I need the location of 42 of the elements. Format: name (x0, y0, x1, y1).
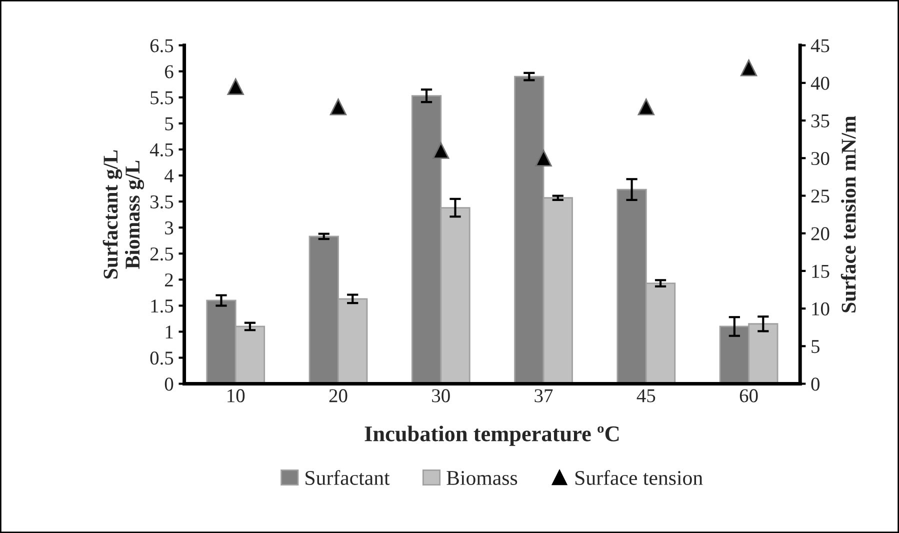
point (740, 60, 758, 76)
y-tick-label: 0.5 (150, 352, 174, 365)
y-tick-label: 6 (164, 65, 174, 78)
x-tick-label: 60 (740, 389, 758, 402)
y-axis-title: Surfactant g/L Biomass g/L (102, 150, 144, 279)
legend-label: Surfactant (306, 470, 390, 485)
x-tick-label: 45 (636, 389, 656, 402)
y2-tick-label: 30 (811, 152, 830, 166)
point (330, 98, 347, 116)
y2-tick-label: 20 (811, 227, 830, 240)
y-tick-label: 4.5 (150, 143, 174, 156)
y-tick-label: 5.5 (150, 91, 174, 104)
y2-tick-label: 5 (812, 340, 820, 354)
legend-label: Biomass (446, 470, 518, 485)
legend-label: Surface tension (575, 470, 703, 485)
y-tick-label: 1 (166, 326, 173, 338)
y-tick-label: 2 (165, 273, 173, 286)
y-tick-label: 3 (165, 221, 174, 234)
point (638, 98, 654, 116)
y2-tick-label: 10 (812, 302, 830, 316)
y2-tick-label: 40 (810, 76, 830, 90)
point (535, 150, 552, 166)
y2-tick-label: 25 (811, 190, 830, 203)
x-axis-title: Incubation temperature ºC (364, 426, 619, 446)
y2-tick-label: 15 (812, 264, 830, 278)
y2-axis-title: Surface tension mN/m (840, 116, 856, 312)
y-tick-label: 2.5 (150, 247, 174, 261)
y-tick-label: 0 (164, 378, 174, 391)
y-tick-label: 3.5 (150, 195, 174, 209)
point (227, 78, 244, 96)
y2-tick-label: 0 (811, 378, 820, 391)
x-tick-label: 30 (432, 389, 450, 402)
point (432, 142, 450, 159)
y-tick-label: 5 (165, 117, 174, 130)
y2-tick-label: 45 (810, 39, 830, 52)
y2-tick-label: 35 (811, 114, 830, 128)
x-tick-label: 10 (228, 389, 245, 402)
y-tick-label: 1.5 (151, 300, 174, 313)
y-tick-label: 6.5 (150, 39, 174, 52)
y-tick-label: 4 (164, 169, 174, 182)
x-tick-label: 20 (329, 389, 348, 402)
x-tick-label: 37 (534, 389, 553, 402)
